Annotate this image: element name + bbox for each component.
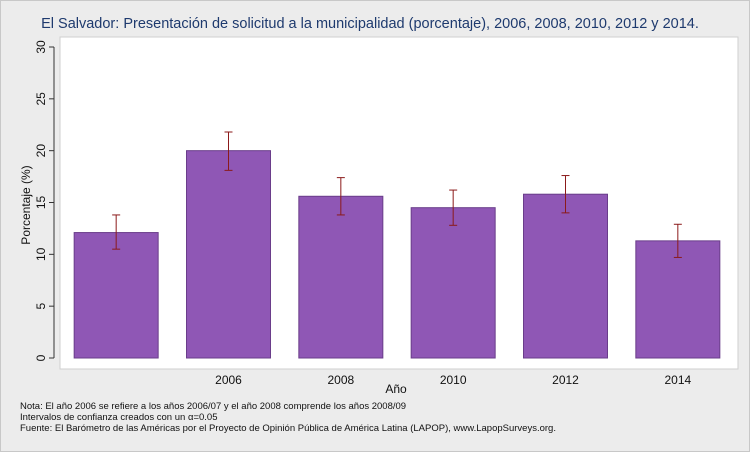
- x-tick-label: 2010: [440, 373, 467, 387]
- y-axis-title: Porcentaje (%): [19, 165, 33, 244]
- note-confidence-suffix: =0.05: [193, 412, 218, 423]
- y-tick-label: 30: [34, 40, 48, 54]
- bar: [635, 240, 721, 359]
- y-ticks: 0 5 10 15 20 25 30: [34, 40, 54, 361]
- bar: [186, 150, 271, 359]
- bars: [73, 131, 721, 359]
- x-tick-label: 2006: [215, 373, 242, 387]
- bar: [523, 193, 608, 359]
- y-tick-label: 20: [34, 144, 48, 158]
- y-tick-label: 5: [34, 303, 48, 310]
- chart-title: El Salvador: Presentación de solicitud a…: [41, 16, 699, 32]
- x-tick-label: 2012: [552, 373, 579, 387]
- plot-area: [59, 36, 739, 370]
- x-tick-label: 2008: [327, 373, 354, 387]
- bar: [298, 195, 384, 359]
- note-source: Fuente: El Barómetro de las Américas por…: [20, 423, 556, 434]
- x-tick-label: 2014: [664, 373, 691, 387]
- y-tick-label: 15: [34, 196, 48, 210]
- y-tick-label: 25: [34, 92, 48, 106]
- y-tick-label: 0: [34, 354, 48, 361]
- y-tick-label: 10: [34, 247, 48, 261]
- x-axis-title: Año: [385, 382, 407, 396]
- note-alpha-symbol: α: [187, 412, 194, 423]
- x-ticks: 2006 2008 2010 2012 2014: [215, 373, 691, 387]
- note-confidence-prefix: Intervalos de confianza creados con un: [20, 412, 188, 423]
- note-confidence: Intervalos de confianza creados con un α…: [20, 412, 218, 423]
- note-years: Nota: El año 2006 se refiere a los años …: [20, 401, 407, 412]
- bar: [73, 232, 159, 359]
- bar: [410, 207, 496, 359]
